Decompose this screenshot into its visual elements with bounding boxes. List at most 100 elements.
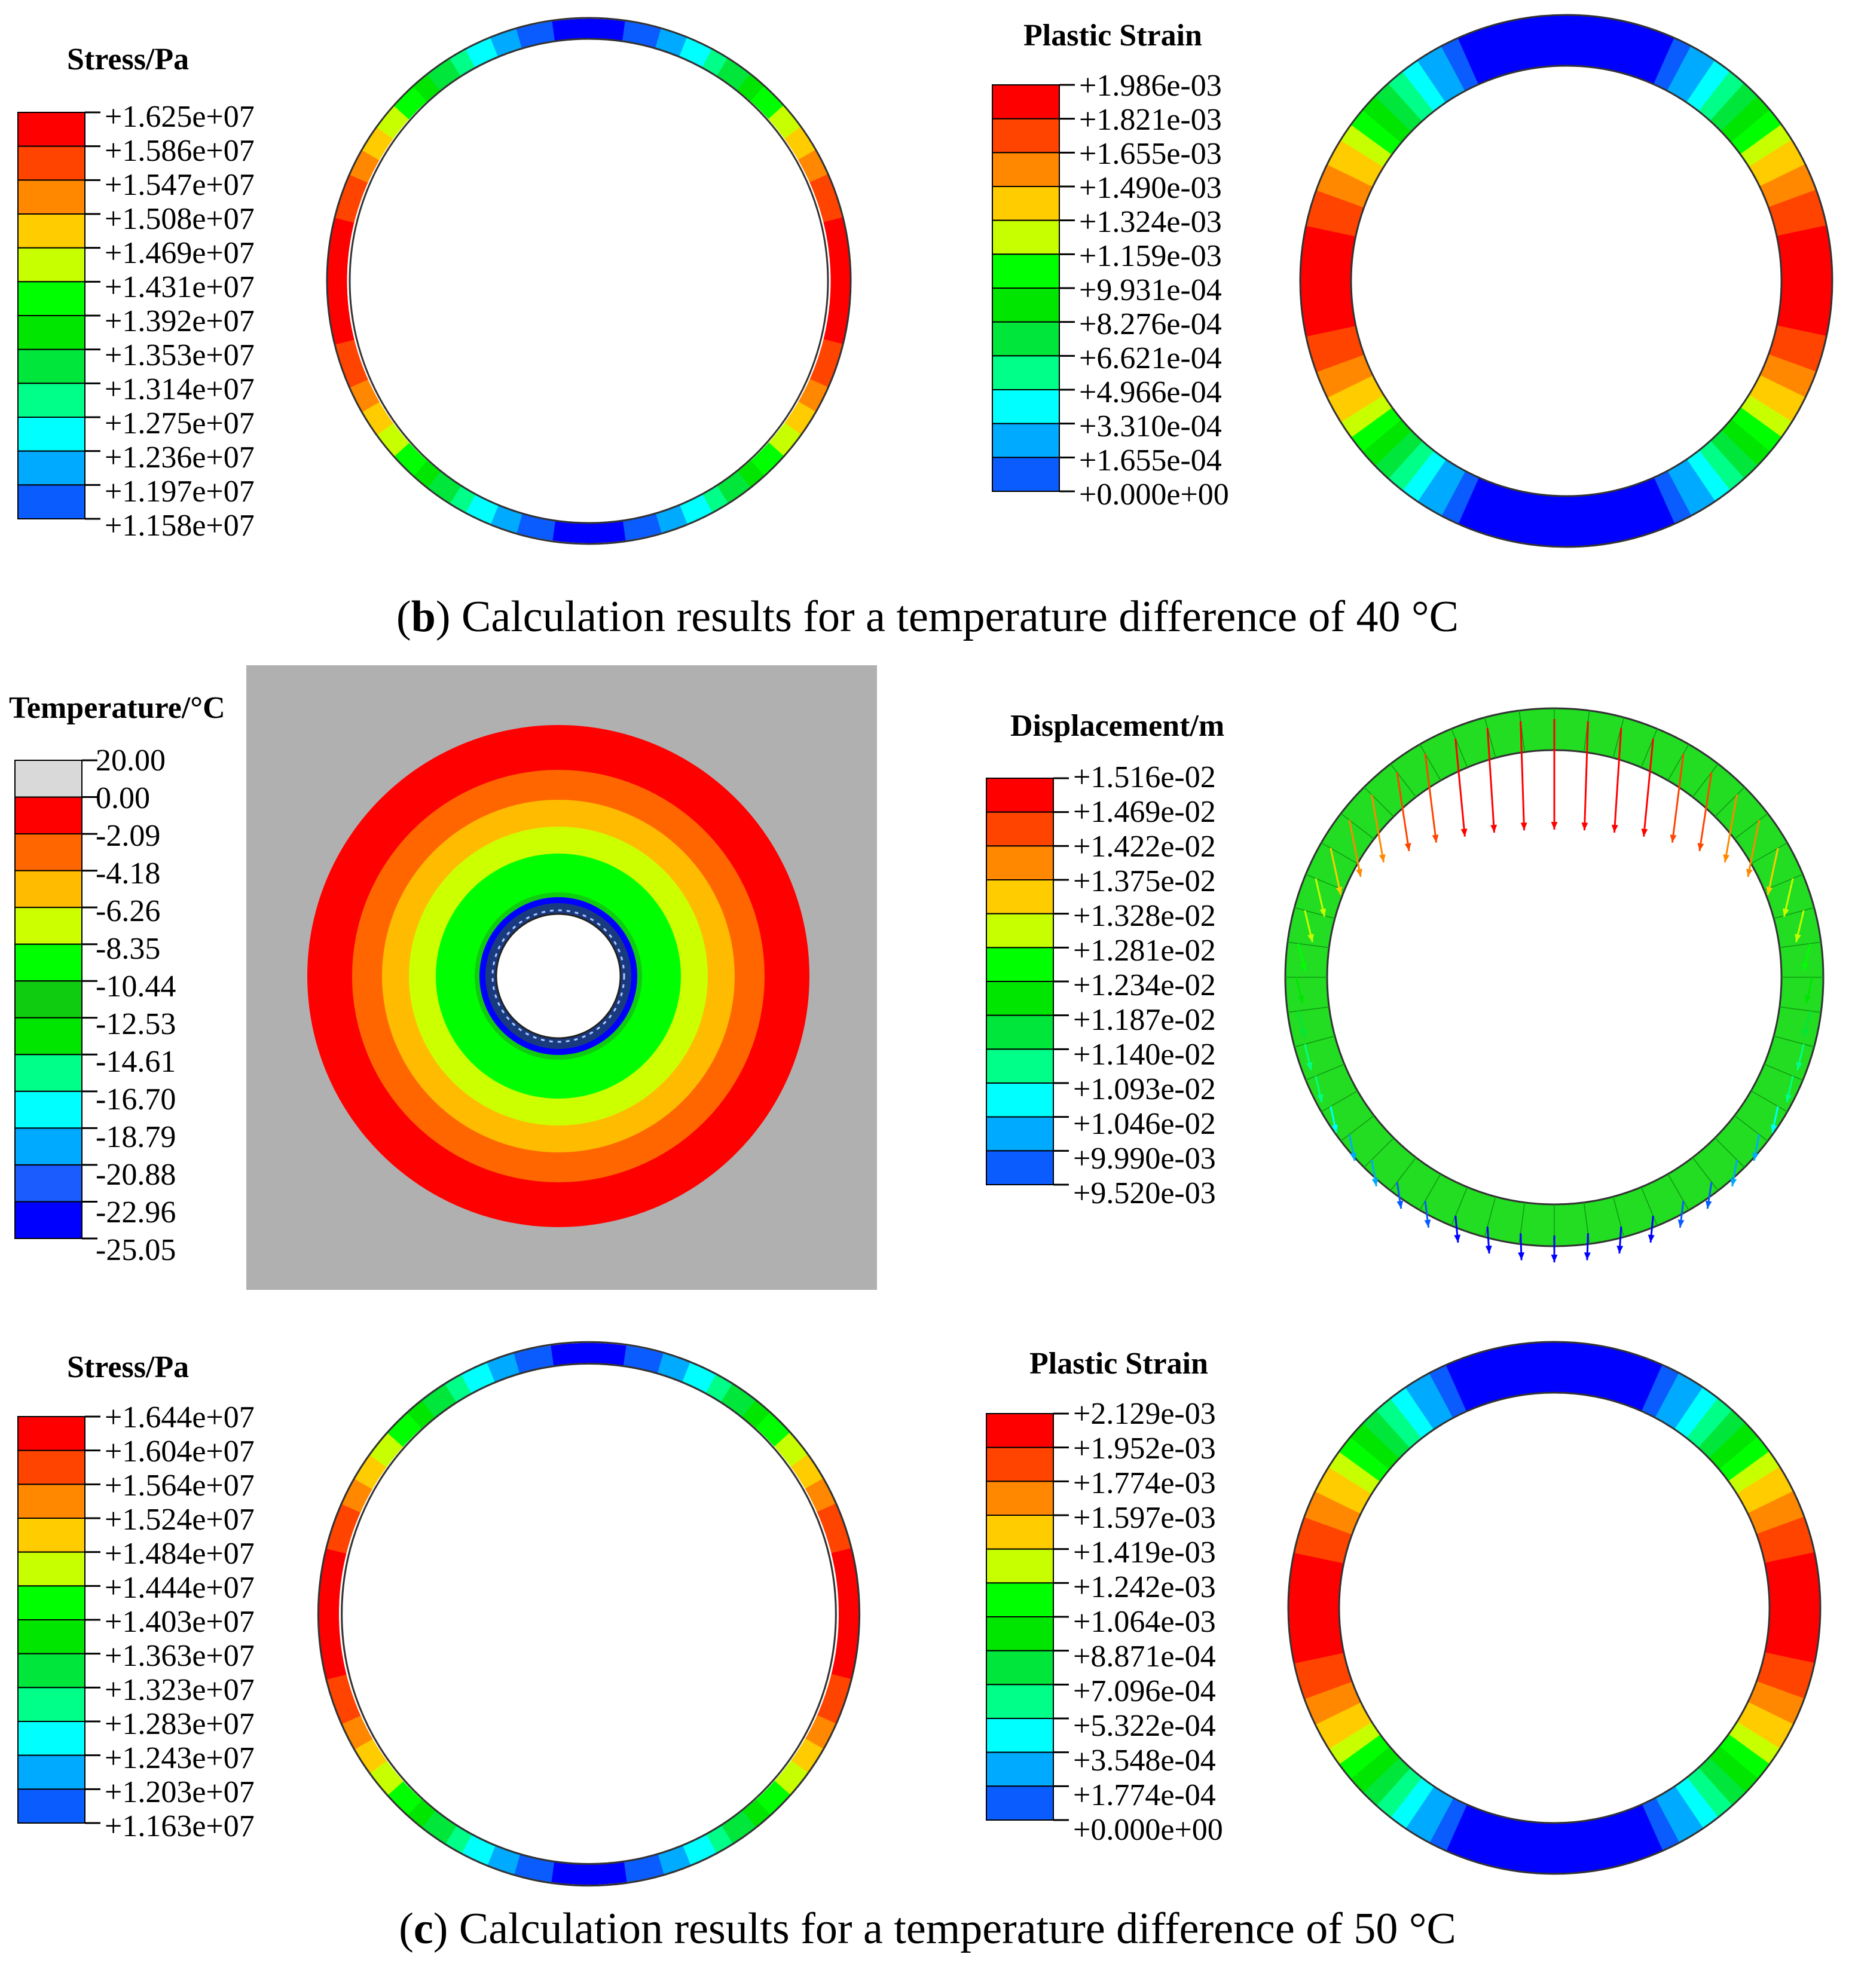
legend-label: +1.243e+07	[105, 1741, 255, 1775]
legend-label: +1.140e-02	[1073, 1038, 1216, 1072]
legend-swatch	[17, 1687, 85, 1723]
ring-segment	[1769, 1598, 1821, 1610]
mesh-line	[1612, 1196, 1625, 1237]
legend-label: +1.046e-02	[1073, 1107, 1216, 1141]
legend-swatch	[986, 981, 1054, 1016]
ring-outer-edge	[326, 17, 852, 545]
mesh-line	[1321, 842, 1358, 864]
legend-label: +1.375e-02	[1073, 864, 1216, 898]
displacement-arrow-head	[1802, 1029, 1809, 1038]
displacement-arrow-head	[1316, 1094, 1324, 1103]
legend-label: +9.931e-04	[1079, 273, 1222, 307]
legend-swatch	[986, 811, 1054, 847]
lining-dashes	[491, 909, 625, 1043]
legend-label: +1.163e+07	[105, 1809, 255, 1843]
legend-swatch	[17, 179, 85, 215]
legend-label: +1.093e-02	[1073, 1072, 1216, 1106]
legend-swatch	[14, 1164, 82, 1203]
legend-swatch	[986, 1785, 1054, 1821]
displacement-arrow-head	[1641, 828, 1648, 837]
legend-title-stress-b: Stress/Pa	[67, 42, 190, 77]
legend-label: +1.484e+07	[105, 1537, 255, 1571]
legend-swatch	[986, 1413, 1054, 1448]
legend-swatch	[14, 907, 82, 945]
legend-swatch	[14, 760, 82, 798]
displacement-arrow-head	[1336, 886, 1343, 895]
mesh-line	[1294, 907, 1336, 919]
displacement-arrow	[1747, 819, 1761, 877]
legend-label: +1.363e+07	[105, 1639, 255, 1673]
legend-swatch	[986, 1481, 1054, 1516]
legend-label: +1.314e+07	[105, 372, 255, 406]
legend-swatch	[17, 348, 85, 384]
mesh-line	[1583, 710, 1590, 753]
legend-swatch	[992, 389, 1060, 424]
legend-label: +1.242e-03	[1073, 1570, 1216, 1604]
ring-segment	[1564, 496, 1576, 548]
legend-label: +1.516e-02	[1073, 760, 1216, 794]
displacement-arrow-head	[1379, 854, 1386, 863]
mesh-line	[1612, 717, 1625, 759]
legend-title-stress-c: Stress/Pa	[67, 1350, 190, 1384]
displacement-arrow-head	[1396, 1200, 1404, 1209]
legend-swatch	[986, 1548, 1054, 1584]
displacement-arrow-head	[1766, 886, 1773, 895]
displacement-arrow-head	[1518, 1252, 1525, 1261]
legend-swatch	[17, 281, 85, 317]
legend-label: -16.70	[96, 1082, 176, 1117]
legend-swatch	[14, 870, 82, 909]
caption-b: (b) Calculation results for a temperatur…	[396, 592, 1459, 641]
mesh-line	[1750, 842, 1788, 864]
displacement-arrow-head	[1454, 1234, 1461, 1243]
legend-strain-b	[992, 84, 1075, 493]
displacement-arrow	[1613, 727, 1622, 833]
mesh-line	[1692, 763, 1719, 797]
displacement-arrow-head	[1300, 962, 1307, 971]
legend-label: +1.392e+07	[105, 304, 255, 338]
legend-swatch	[14, 943, 82, 982]
legend-swatch	[992, 457, 1060, 492]
legend-label: +1.821e-03	[1079, 103, 1222, 137]
legend-swatch	[17, 1518, 85, 1553]
legend-swatch	[17, 247, 85, 283]
ring-segment	[1553, 1822, 1564, 1874]
legend-label: +1.490e-03	[1079, 171, 1222, 205]
mesh-line	[1764, 1063, 1804, 1081]
legend-title-strain-c: Plastic Strain	[1029, 1347, 1208, 1381]
caption-c: (c) Calculation results for a temperatur…	[399, 1904, 1456, 1953]
displacement-arrow	[1698, 772, 1713, 852]
displacement-arrow-head	[1782, 908, 1789, 917]
displacement-arrow-head	[1771, 1124, 1777, 1133]
displacement-arrow-head	[1306, 1062, 1313, 1071]
legend-swatch	[986, 1684, 1054, 1720]
legend-label: +1.064e-03	[1073, 1605, 1216, 1639]
legend-swatch	[992, 321, 1060, 357]
ring-inner-edge	[349, 38, 829, 524]
displacement-arrow	[1583, 721, 1589, 831]
legend-label: +1.586e+07	[105, 134, 255, 168]
legend-label: -22.96	[96, 1195, 176, 1229]
legend-swatch	[986, 1048, 1054, 1084]
legend-label: 20.00	[96, 744, 166, 778]
legend-label: -8.35	[96, 932, 161, 966]
legend-label: +1.324e-03	[1079, 205, 1222, 239]
displacement-arrow	[1520, 721, 1526, 831]
legend-label: +1.444e+07	[105, 1571, 255, 1605]
legend-label: +3.310e-04	[1079, 409, 1222, 444]
legend-swatch	[986, 879, 1054, 915]
legend-swatch	[992, 84, 1060, 120]
legend-label: +1.986e-03	[1079, 69, 1222, 103]
displacement-arrow-head	[1331, 1124, 1338, 1133]
legend-swatch	[992, 253, 1060, 289]
legend-label: +1.564e+07	[105, 1469, 255, 1503]
ring-segment	[579, 19, 591, 39]
legend-swatch	[17, 1449, 85, 1485]
legend-swatch	[986, 845, 1054, 881]
legend-label: +4.966e-04	[1079, 375, 1222, 409]
legend-swatch	[986, 1515, 1054, 1550]
ring-segment	[838, 1604, 860, 1616]
strain-ring-b	[1299, 14, 1833, 548]
mesh-line	[1287, 1006, 1330, 1013]
displacement-arrow-head	[1551, 1255, 1558, 1262]
legend-swatch	[992, 152, 1060, 188]
